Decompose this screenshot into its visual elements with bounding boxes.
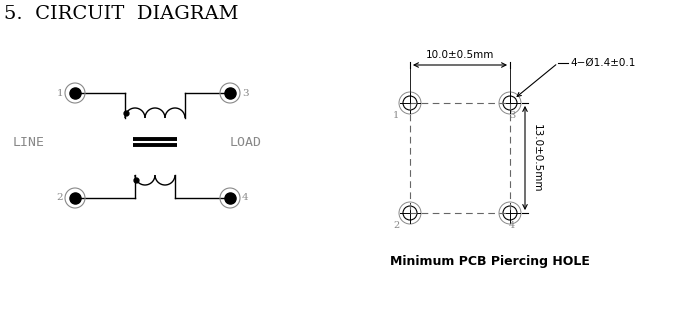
Text: Minimum PCB Piercing HOLE: Minimum PCB Piercing HOLE	[390, 254, 590, 268]
Text: 4−Ø1.4±0.1: 4−Ø1.4±0.1	[570, 58, 635, 68]
Text: 5.  CIRCUIT  DIAGRAM: 5. CIRCUIT DIAGRAM	[4, 5, 238, 23]
Text: 1: 1	[393, 111, 399, 120]
Text: LOAD: LOAD	[230, 136, 262, 148]
Text: 10.0±0.5mm: 10.0±0.5mm	[426, 50, 494, 60]
Text: 2: 2	[393, 221, 399, 230]
Text: 3: 3	[242, 89, 249, 98]
Text: 1: 1	[56, 89, 63, 98]
Text: 4: 4	[242, 193, 249, 203]
Text: LINE: LINE	[13, 136, 45, 148]
Text: 13.0±0.5mm: 13.0±0.5mm	[532, 124, 542, 192]
Text: 3: 3	[509, 111, 515, 120]
Text: 2: 2	[56, 193, 63, 203]
Text: 4: 4	[509, 221, 515, 230]
